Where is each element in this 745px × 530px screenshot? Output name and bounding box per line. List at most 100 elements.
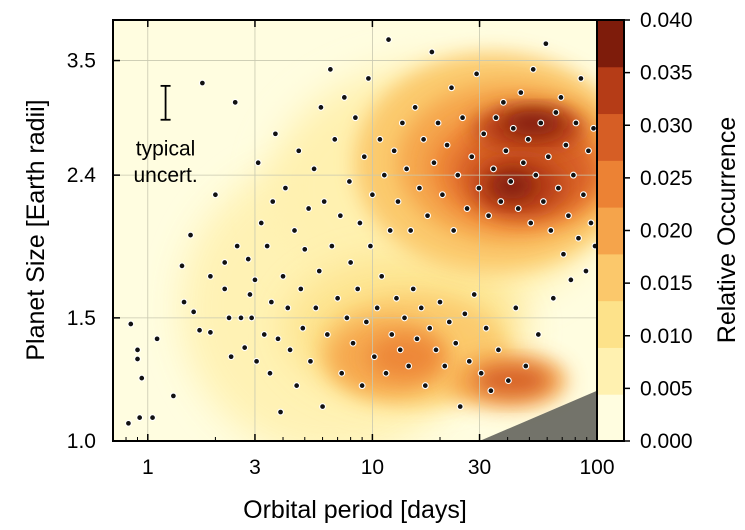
planet-point [544, 153, 552, 161]
planet-point [251, 276, 259, 284]
planet-point [221, 285, 229, 293]
planet-point [591, 242, 597, 250]
planet-point [138, 374, 146, 382]
planet-point [196, 326, 204, 334]
planet-point [434, 119, 442, 127]
planet-point [315, 267, 323, 275]
planet-point [499, 98, 507, 106]
planet-point [284, 304, 292, 312]
planet-point [475, 184, 483, 192]
planet-point [190, 308, 198, 316]
planet-point [241, 344, 249, 352]
planet-point [370, 353, 378, 361]
planet-point [590, 124, 597, 132]
colorbar-swatch [597, 20, 624, 68]
planet-point [409, 285, 417, 293]
planet-point [136, 414, 144, 422]
planet-point [277, 408, 284, 416]
planet-point [269, 198, 277, 206]
planet-point [514, 205, 522, 212]
colorbar-swatch [597, 300, 624, 348]
planet-point [180, 298, 188, 306]
planet-point [468, 153, 476, 161]
planet-point [291, 227, 298, 234]
planet-point [450, 227, 458, 234]
planet-point [490, 165, 497, 173]
planet-point [401, 314, 408, 322]
colorbar-title: Relative Occurrence [713, 117, 741, 343]
colorbar-tick-label: 0.040 [640, 9, 693, 32]
x-tick-label: 30 [468, 456, 491, 479]
planet-point [345, 178, 353, 185]
planet-point [221, 259, 229, 266]
x-axis: 1 3 10 30 100 [125, 20, 615, 479]
colorbar-tick-label: 0.030 [640, 114, 693, 137]
planet-point [390, 147, 398, 155]
planet-point [480, 130, 488, 138]
planet-point [134, 355, 141, 363]
planet-point [532, 171, 540, 179]
y-tick-label: 1.5 [67, 307, 96, 330]
planet-point [378, 272, 386, 280]
planet-point [386, 227, 394, 234]
planet-point [482, 324, 490, 332]
planet-point [310, 165, 318, 173]
planet-point [579, 191, 587, 199]
x-axis-title: Orbital period [days] [243, 496, 467, 524]
y-axis: 1.0 1.5 2.4 3.5 [67, 50, 120, 453]
planet-point [504, 377, 512, 385]
planet-point [254, 159, 262, 167]
planet-point [569, 171, 577, 179]
colorbar-swatch [597, 394, 624, 442]
planet-point [178, 262, 186, 270]
planet-point [552, 109, 560, 116]
planet-point [134, 346, 141, 354]
planet-point [231, 98, 239, 106]
planet-point [542, 40, 550, 48]
planet-point [454, 171, 462, 179]
planet-point [373, 304, 381, 312]
colorbar-tick-label: 0.010 [640, 325, 693, 348]
planet-point [260, 331, 268, 338]
planet-point [494, 346, 502, 354]
planet-point [286, 346, 294, 354]
planet-point [343, 314, 351, 322]
planet-point [575, 234, 582, 242]
planet-point [396, 346, 404, 354]
planet-point [336, 212, 344, 220]
density-blob [503, 110, 564, 135]
planet-point [388, 331, 396, 338]
planet-point [253, 357, 261, 365]
planet-point [233, 242, 241, 250]
planet-point [317, 103, 325, 111]
planet-point [206, 328, 214, 336]
planet-point [420, 135, 428, 143]
planet-point [519, 159, 527, 167]
x-tick-label: 100 [579, 456, 614, 479]
planet-point [295, 147, 303, 155]
colorbar-swatch [597, 253, 624, 302]
planet-point [320, 198, 328, 206]
planet-point [227, 353, 235, 361]
planet-point [328, 242, 336, 250]
planet-point [211, 191, 219, 199]
planet-point [349, 339, 357, 347]
planet-point [560, 250, 567, 258]
planet-point [577, 74, 585, 82]
planet-point [445, 318, 453, 326]
planet-point [497, 198, 505, 206]
planet-point [297, 285, 305, 293]
planet-point [307, 357, 314, 365]
planet-point [198, 79, 206, 87]
planet-point [485, 212, 493, 220]
planet-point [430, 159, 438, 167]
y-tick-label: 2.4 [67, 164, 97, 187]
planet-point [376, 135, 384, 143]
planet-point [426, 324, 434, 332]
planet-point [407, 227, 415, 234]
planet-point [263, 242, 271, 250]
planet-point [331, 135, 339, 143]
y-tick-label: 3.5 [67, 50, 96, 73]
colorbar-swatch [597, 113, 624, 161]
